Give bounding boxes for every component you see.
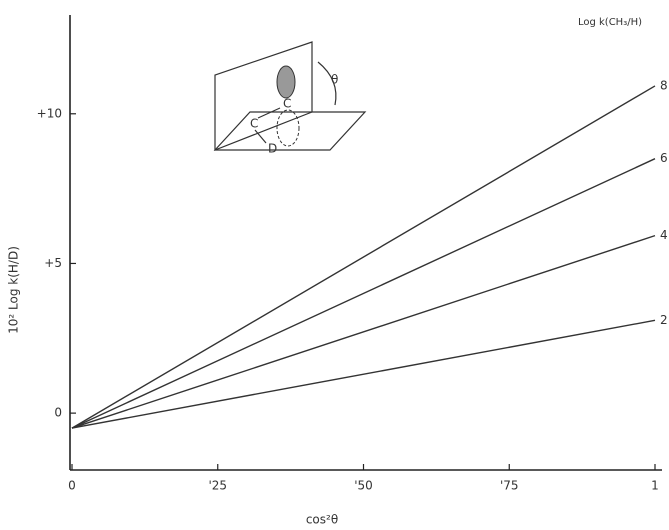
x-tick-label: '75 bbox=[500, 479, 519, 493]
series-line bbox=[72, 320, 655, 428]
inset-diagram: C C D θ bbox=[215, 42, 365, 156]
series-label: 8 bbox=[660, 78, 668, 92]
x-axis-label: cos²θ bbox=[306, 513, 338, 527]
inset-plane bbox=[215, 112, 365, 150]
inset-orbital bbox=[277, 66, 295, 98]
inset-label: C bbox=[250, 117, 258, 131]
y-tick-label: 0 bbox=[54, 406, 62, 420]
x-tick-label: 0 bbox=[68, 479, 76, 493]
y-tick-label: +5 bbox=[44, 256, 62, 270]
x-tick-label: 1 bbox=[651, 479, 659, 493]
inset-bond bbox=[258, 108, 280, 118]
series-line bbox=[72, 236, 655, 428]
inset-label: θ bbox=[331, 73, 338, 87]
inset-orbital bbox=[277, 110, 299, 146]
series-label: 4 bbox=[660, 228, 668, 242]
chart: cos²θ 10² Log k(H/D) Log k(CH₃/H) C C D … bbox=[0, 0, 669, 530]
inset-label: D bbox=[268, 142, 277, 156]
series-label: 2 bbox=[660, 313, 668, 327]
x-tick-label: '50 bbox=[354, 479, 373, 493]
y-tick-label: +10 bbox=[37, 106, 62, 120]
y-axis-label: 10² Log k(H/D) bbox=[7, 246, 21, 334]
series-line bbox=[72, 159, 655, 428]
legend-title: Log k(CH₃/H) bbox=[578, 17, 642, 28]
series-line bbox=[72, 86, 655, 428]
series-label: 6 bbox=[660, 151, 668, 165]
x-tick-label: '25 bbox=[208, 479, 227, 493]
inset-label: C bbox=[283, 97, 291, 111]
